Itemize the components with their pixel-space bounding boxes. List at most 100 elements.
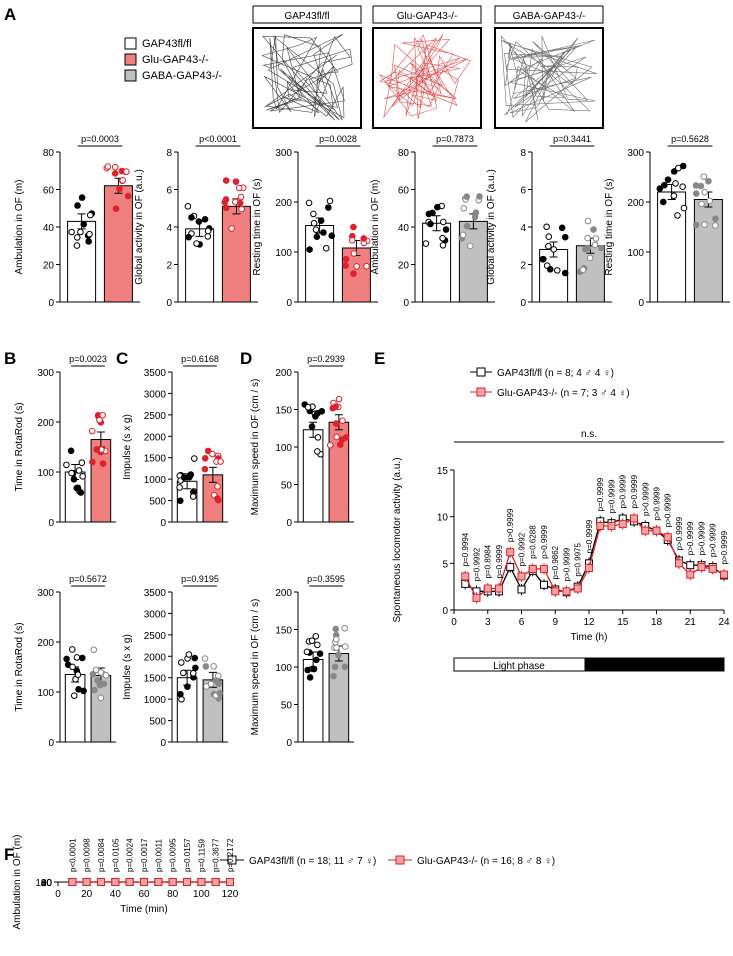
p-value: p=0.9992 [473,547,482,581]
data-point [236,199,244,207]
data-point [692,190,700,197]
y-tick-label: 3500 [144,588,167,599]
dark-phase-label: Dark phase [629,661,681,672]
p-value: p=0.0095 [169,838,178,872]
y-tick-label: 60 [398,186,410,197]
data-point [664,176,672,183]
data-point [686,561,695,570]
data-point [74,671,82,678]
data-point [314,434,322,441]
y-tick-label: 15 [437,466,449,477]
y-tick-label: 6 [166,186,172,197]
data-point [70,475,78,483]
data-point [190,455,198,462]
y-tick-label: 0 [520,298,526,309]
p-value: p=0.8984 [484,544,493,578]
data-point [333,644,340,651]
y-tick-label: 0 [48,298,54,309]
p-value: p<0.0001 [199,134,237,144]
x-tick-label: 18 [651,617,663,628]
data-point [82,878,91,886]
data-point [422,240,430,247]
p-value: p=0.3595 [307,574,345,584]
p-value: p=0.0084 [97,838,106,872]
data-point [209,450,216,458]
movement-track [378,34,471,120]
data-point [590,226,597,233]
data-point [350,250,358,257]
data-point [439,241,447,249]
y-axis-label: Maximum speed in OF (cm / s) [250,379,261,516]
p-value: p>0.9999 [619,474,628,508]
data-point [97,669,105,676]
data-point [670,192,678,200]
data-point [670,168,678,175]
y-tick-label: 100 [37,688,54,699]
x-tick-label: 100 [193,889,210,900]
data-point [459,231,467,239]
y-tick-label: 100 [627,248,644,259]
data-point [111,170,119,177]
data-point [102,671,110,679]
y-tick-label: 150 [275,626,292,637]
data-point [68,228,75,236]
bar [302,429,324,523]
x-tick-label: 0 [451,617,457,628]
data-point [201,215,209,223]
data-point [325,204,332,211]
legend-label: GABA-GAP43-/- [142,70,222,82]
data-point [119,177,127,184]
data-point [705,177,712,185]
data-point [540,564,548,573]
data-point [185,233,192,241]
legend-swatch [124,53,137,66]
data-point [204,233,212,240]
data-point [675,559,683,568]
y-tick-label: 8 [520,148,526,159]
p-value: p>0.9999 [506,508,515,542]
data-point [546,265,554,273]
y-tick-label: 5 [442,559,448,570]
data-point [235,184,243,192]
data-point [202,663,210,670]
p-value: p>0.9999 [698,521,707,555]
legend-label: Glu-GAP43-/- [142,54,209,66]
data-point [184,683,191,690]
data-point [659,198,667,206]
data-point [212,677,220,684]
data-point [74,202,81,209]
data-point [204,227,212,235]
data-point [193,240,200,247]
y-tick-label: 0 [46,878,52,889]
y-tick-label: 200 [275,198,292,209]
p-value: p=0.3677 [212,838,221,872]
data-point [573,584,582,593]
data-point [686,570,695,579]
data-point [86,230,93,238]
legend-label: Glu-GAP43-/- (n = 7; 3 ♂ 4 ♀) [497,388,630,399]
p-value: p=0.0157 [183,838,192,872]
data-point [561,233,569,241]
data-point [310,210,317,218]
data-point [679,162,687,170]
y-tick-label: 10 [437,513,449,524]
data-point [332,403,339,410]
data-point [320,229,327,236]
p-value: p=0.0003 [81,134,119,144]
data-point [517,572,526,581]
p-value: p=0.0024 [126,838,135,872]
dark-phase-bar [584,657,725,672]
y-tick-label: 100 [275,443,292,454]
data-point [223,204,230,212]
x-tick-label: 21 [685,617,697,628]
data-point [706,197,714,205]
data-point [308,637,316,645]
data-point [558,224,566,232]
data-point [214,483,221,490]
data-point [189,669,197,677]
y-axis-label: Resting time in OF (s) [252,178,263,275]
y-tick-label: 40 [398,223,410,234]
data-point [342,255,350,263]
data-point [80,220,88,228]
data-point [330,672,337,680]
